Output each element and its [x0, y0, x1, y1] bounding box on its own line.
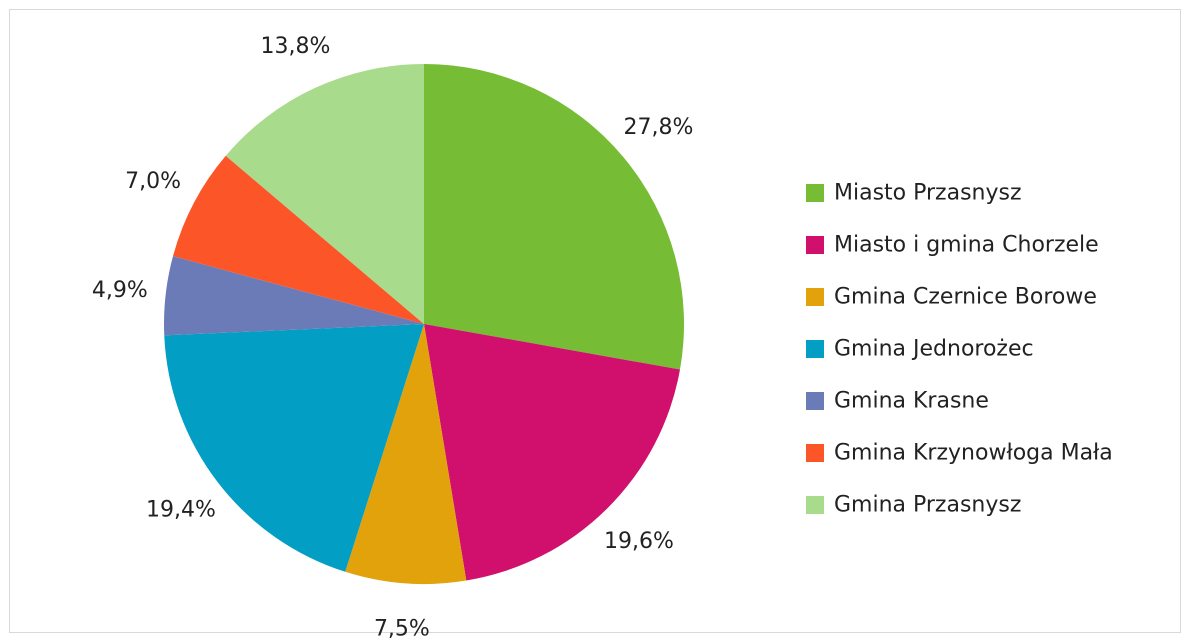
pie-slice-gmina-krzynowloga-mala: [173, 155, 424, 324]
data-label-gmina-czernice-borowe: 7,5%: [374, 617, 430, 642]
legend-swatch-gmina-czernice-borowe: [806, 288, 824, 306]
legend-label-gmina-krzynowloga-mala: Gmina Krzynowłoga Mała: [834, 441, 1113, 466]
legend-label-gmina-czernice-borowe: Gmina Czernice Borowe: [834, 285, 1097, 310]
pie-slices: [163, 64, 685, 585]
legend-label-gmina-przasnysz: Gmina Przasnysz: [834, 493, 1021, 518]
legend: Miasto Przasnysz Miasto i gmina Chorzele G…: [806, 181, 1113, 518]
data-labels: 27,8% 19,6% 7,5% 19,4% 4,9% 7,0% 13,8%: [92, 34, 694, 642]
data-label-gmina-jednorozec: 19,4%: [146, 498, 216, 523]
data-label-gmina-krzynowloga-mala: 7,0%: [125, 169, 181, 194]
legend-swatch-gmina-krasne: [806, 392, 824, 410]
pie-slice-gmina-jednorozec: [164, 324, 424, 572]
pie-slice-gmina-krasne: [163, 256, 425, 336]
legend-label-gmina-krasne: Gmina Krasne: [834, 389, 989, 414]
data-label-miasto-i-gmina-chorzele: 19,6%: [604, 529, 674, 554]
legend-label-miasto-i-gmina-chorzele: Miasto i gmina Chorzele: [834, 233, 1099, 258]
data-label-gmina-krasne: 4,9%: [92, 278, 148, 303]
data-label-gmina-przasnysz: 13,8%: [261, 34, 331, 59]
pie-slice-miasto-i-gmina-chorzele: [424, 324, 680, 581]
legend-swatch-miasto-i-gmina-chorzele: [806, 236, 824, 254]
legend-label-miasto-przasnysz: Miasto Przasnysz: [834, 181, 1022, 206]
pie-slice-gmina-przasnysz: [225, 64, 424, 324]
data-label-miasto-przasnysz: 27,8%: [624, 115, 694, 140]
legend-label-gmina-jednorozec: Gmina Jednorożec: [834, 337, 1034, 362]
pie-slice-gmina-czernice-borowe: [345, 324, 467, 585]
legend-swatch-miasto-przasnysz: [806, 184, 824, 202]
legend-swatch-gmina-przasnysz: [806, 496, 824, 514]
pie-slice-miasto-przasnysz: [424, 64, 685, 370]
legend-swatch-gmina-jednorozec: [806, 340, 824, 358]
legend-swatch-gmina-krzynowloga-mala: [806, 444, 824, 462]
